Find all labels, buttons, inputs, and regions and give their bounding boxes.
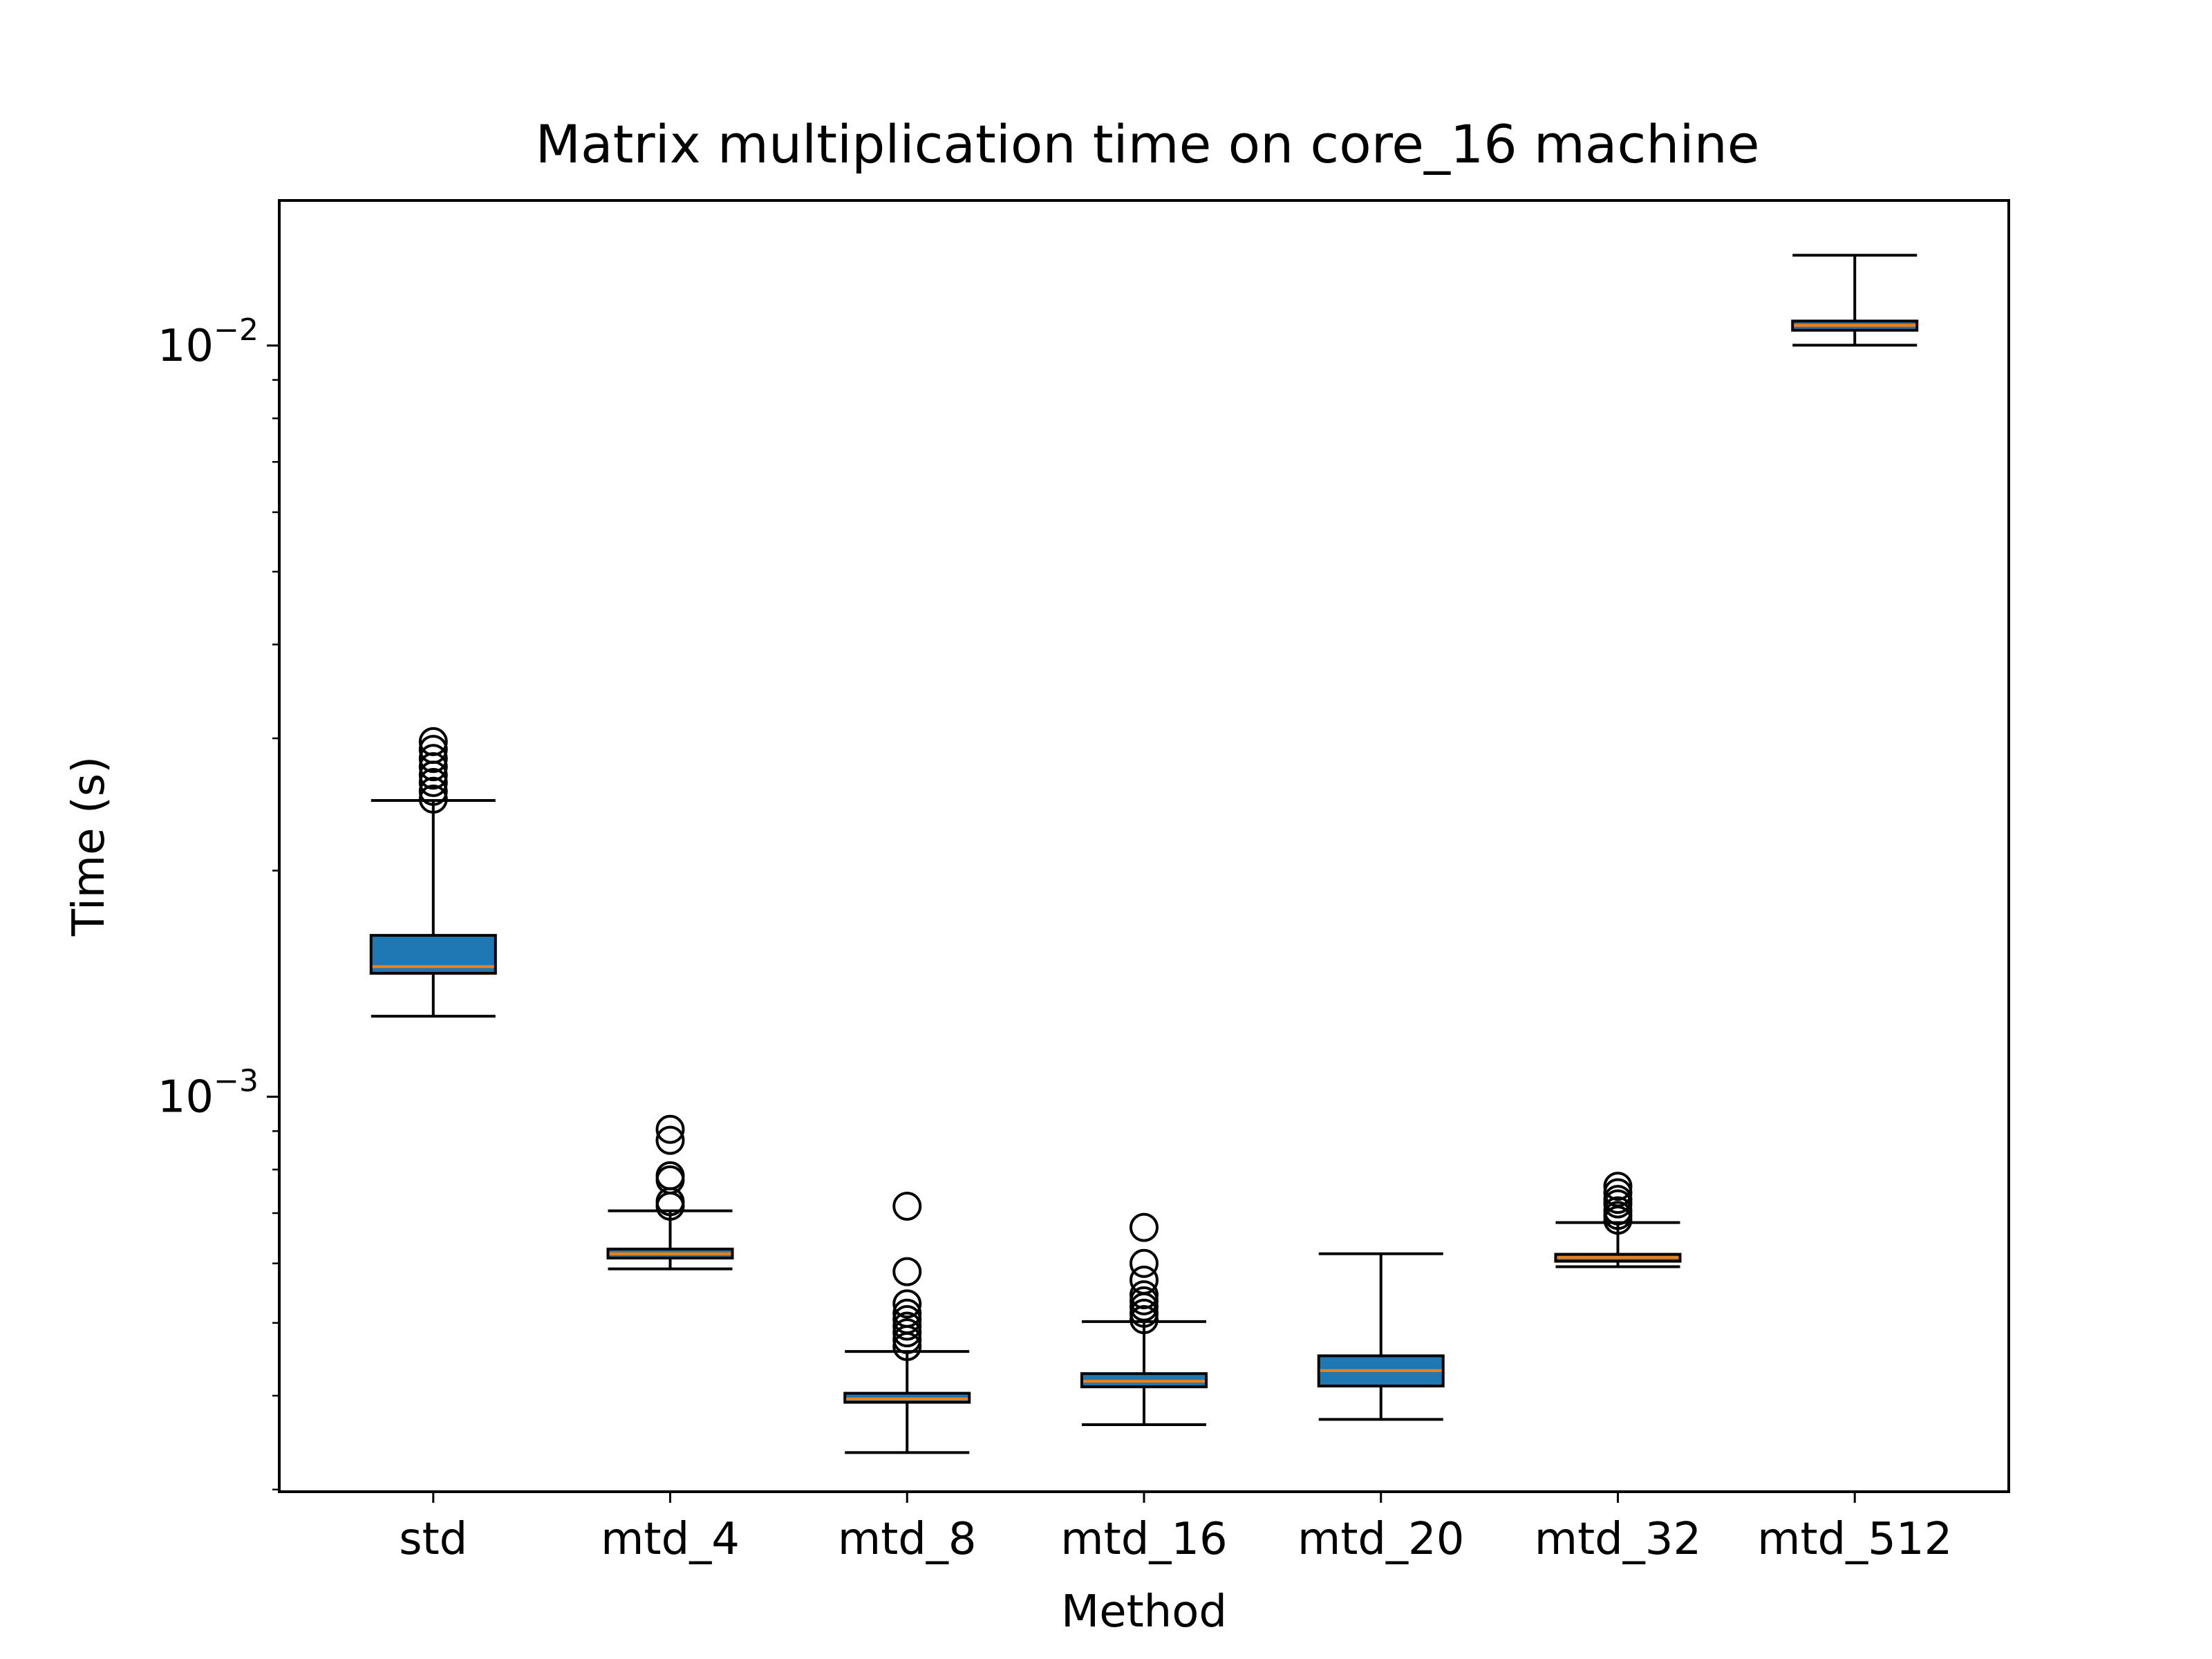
outlier-point: [655, 1161, 685, 1190]
outlier-point: [892, 1191, 922, 1221]
outlier-point: [655, 1114, 685, 1144]
outlier-point: [1603, 1185, 1633, 1215]
y-axis-label: Time (s): [64, 756, 115, 937]
outlier-point: [418, 776, 448, 806]
outlier-point: [418, 744, 448, 774]
outlier-point: [1130, 1298, 1159, 1328]
outlier-point: [418, 727, 448, 756]
box-mtd_4: [606, 1114, 734, 1271]
outlier-point: [655, 1125, 685, 1155]
outlier-point: [892, 1311, 922, 1341]
axis-ticks: std mtd_4 mtd_8 mtd_16 mtd_20 mtd_32 mtd_512 10…: [158, 312, 1953, 1565]
box-mtd_8: [843, 1191, 971, 1454]
y-tick-label-exponent: −2: [214, 312, 259, 348]
box-std: [369, 727, 497, 1018]
outlier-point: [1130, 1305, 1159, 1335]
x-tick-label-mtd_4: mtd_4: [601, 1514, 740, 1565]
outlier-point: [1603, 1172, 1633, 1201]
y-tick-label-base: 10: [158, 321, 214, 372]
x-tick-label-mtd_32: mtd_32: [1535, 1514, 1702, 1565]
outlier-point: [892, 1257, 922, 1286]
outlier-point: [1130, 1212, 1159, 1242]
x-tick-label-mtd_16: mtd_16: [1060, 1514, 1228, 1565]
outlier-point: [418, 768, 448, 798]
outlier-point: [1603, 1178, 1633, 1208]
outlier-point: [892, 1298, 922, 1328]
outlier-point: [418, 785, 448, 814]
x-tick-label-mtd_8: mtd_8: [838, 1514, 977, 1565]
box-mtd_20: [1317, 1252, 1445, 1421]
outlier-point: [1603, 1196, 1633, 1226]
chart-title: Matrix multiplication time on core_16 ma…: [535, 113, 1759, 175]
outlier-point: [1130, 1265, 1159, 1295]
x-tick-label-std: std: [399, 1514, 467, 1565]
x-axis-label: Method: [1061, 1586, 1227, 1638]
x-tick-label-mtd_512: mtd_512: [1757, 1514, 1952, 1565]
y-tick-label: 10−2: [158, 312, 259, 372]
y-tick-label: 10−3: [158, 1064, 259, 1123]
outlier-point: [418, 735, 448, 765]
outlier-point: [892, 1305, 922, 1335]
box-mtd_32: [1554, 1172, 1682, 1268]
box-mtd_16: [1080, 1212, 1208, 1426]
x-tick-label-mtd_20: mtd_20: [1297, 1514, 1465, 1565]
outlier-point: [1130, 1280, 1159, 1310]
y-tick-label-exponent: −3: [214, 1064, 259, 1099]
y-tick-label-base: 10: [158, 1072, 214, 1123]
outlier-point: [1130, 1248, 1159, 1278]
outlier-point: [892, 1318, 922, 1348]
outlier-point: [892, 1289, 922, 1319]
plot-area: [369, 254, 1919, 1454]
box-mtd_512: [1791, 254, 1919, 347]
